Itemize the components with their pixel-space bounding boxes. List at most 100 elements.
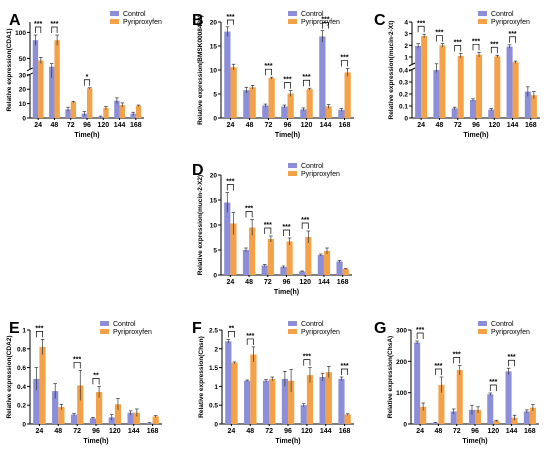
x-tick-label: 144 (318, 279, 330, 286)
panel-letter: C (374, 12, 386, 29)
legend-label: Control (301, 163, 324, 170)
legend-label: Pyriproxyfen (491, 329, 530, 336)
legend-swatch-control (288, 11, 297, 16)
y-tick-label: 1 (22, 328, 26, 335)
x-tick-label: 144 (320, 428, 332, 435)
significance-label: *** (34, 21, 42, 28)
significance-label: *** (434, 363, 442, 370)
bar-pyriproxyfen-72 (269, 378, 276, 424)
x-tick-label: 144 (320, 122, 332, 129)
x-axis-label: Time(h) (462, 438, 487, 445)
x-tick-label: 144 (507, 122, 519, 129)
significance-bracket (226, 184, 234, 191)
legend-swatch-pyriproxyfen (288, 19, 297, 24)
bar-pyriproxyfen-72 (77, 385, 84, 424)
x-tick-label: 120 (487, 428, 499, 435)
x-tick-label: 24 (227, 122, 235, 129)
x-tick-label: 48 (54, 428, 62, 435)
significance-label: *** (302, 74, 310, 81)
bar-control-144 (114, 100, 120, 118)
bar-pyriproxyfen-96 (286, 241, 293, 275)
bar-control-48 (242, 250, 250, 275)
bar-pyriproxyfen-24 (230, 223, 237, 275)
x-tick-label: 96 (472, 122, 480, 129)
y-axis-label: Relative expression(CDA2) (6, 335, 13, 418)
bar-pyriproxyfen-144 (119, 105, 125, 118)
legend-swatch-pyriproxyfen (478, 329, 487, 334)
y-tick-label: 0.4 (17, 384, 26, 391)
legend-swatch-pyriproxyfen (288, 329, 297, 334)
bar-control-96 (468, 409, 475, 424)
bar-control-24 (33, 378, 40, 424)
significance-bracket (490, 46, 498, 54)
x-tick-label: 120 (299, 279, 311, 286)
y-tick-label: 10 (210, 223, 218, 230)
bar-control-96 (281, 106, 288, 118)
significance-label: *** (226, 14, 234, 21)
chart-panel-b: 0 5 10 15 20 24 48 72 96 120 144 168 *** *** *** *** ***… (192, 11, 354, 139)
x-tick-label: 72 (73, 428, 81, 435)
significance-bracket (35, 331, 43, 338)
significance-bracket (454, 45, 462, 52)
bar-pyriproxyfen-72 (456, 370, 463, 424)
y-tick-label: 100 (15, 30, 26, 37)
panel-letter: D (192, 162, 204, 179)
y-axis-label: Relative expression(ChsA) (387, 336, 394, 418)
significance-bracket (92, 378, 100, 385)
bar-pyriproxyfen-48 (54, 40, 60, 119)
bar-pyriproxyfen-72 (268, 78, 275, 118)
significance-label: *** (472, 38, 480, 45)
significance-label: *** (507, 354, 515, 361)
y-tick-label: 0.3 (399, 80, 408, 87)
bar-control-168 (336, 261, 343, 275)
bar-control-144 (506, 46, 513, 118)
bar-pyriproxyfen-120 (494, 56, 501, 118)
significance-label: *** (303, 354, 311, 361)
x-tick-label: 96 (92, 428, 100, 435)
x-tick-label: 24 (36, 428, 44, 435)
legend-swatch-control (100, 321, 109, 326)
legend-label: Control (113, 321, 136, 328)
x-tick-label: 96 (83, 122, 91, 129)
bar-control-48 (432, 422, 439, 424)
significance-bracket (83, 79, 91, 86)
y-tick-label: 1 (214, 384, 218, 391)
significance-label: * (86, 74, 89, 81)
x-tick-label: 48 (246, 428, 254, 435)
bar-pyriproxyfen-24 (231, 362, 238, 424)
x-tick-label: 168 (339, 122, 351, 129)
y-tick-label: 2 (214, 346, 218, 353)
bar-pyriproxyfen-168 (344, 414, 351, 424)
bar-pyriproxyfen-168 (135, 105, 142, 118)
legend-swatch-control (110, 11, 119, 16)
significance-bracket (416, 332, 424, 339)
y-tick-label: 50 (19, 56, 27, 63)
bar-control-168 (524, 91, 531, 118)
bar-pyriproxyfen-168 (344, 72, 351, 118)
significance-label: *** (301, 217, 309, 224)
bar-control-144 (505, 371, 512, 424)
bar-pyriproxyfen-48 (249, 227, 256, 275)
significance-bracket (51, 26, 58, 33)
significance-bracket (227, 331, 235, 338)
bar-control-96 (281, 378, 288, 424)
x-tick-label: 72 (453, 428, 461, 435)
bar-control-144 (319, 377, 326, 424)
x-tick-label: 24 (417, 122, 425, 129)
legend-label: Pyriproxyfen (301, 19, 340, 26)
y-tick-label: 2 (404, 43, 408, 50)
bar-control-144 (319, 36, 326, 118)
significance-label: *** (245, 206, 253, 213)
significance-label: *** (435, 30, 443, 37)
x-tick-label: 48 (51, 122, 59, 129)
y-tick-label: 20 (210, 20, 218, 27)
x-axis-label: Time(h) (275, 132, 300, 139)
legend-swatch-pyriproxyfen (478, 19, 487, 24)
y-tick-label: 0.4 (399, 68, 408, 75)
bar-control-24 (224, 31, 231, 119)
bar-control-120 (300, 109, 307, 118)
x-tick-label: 96 (284, 122, 292, 129)
bar-control-72 (262, 380, 270, 424)
